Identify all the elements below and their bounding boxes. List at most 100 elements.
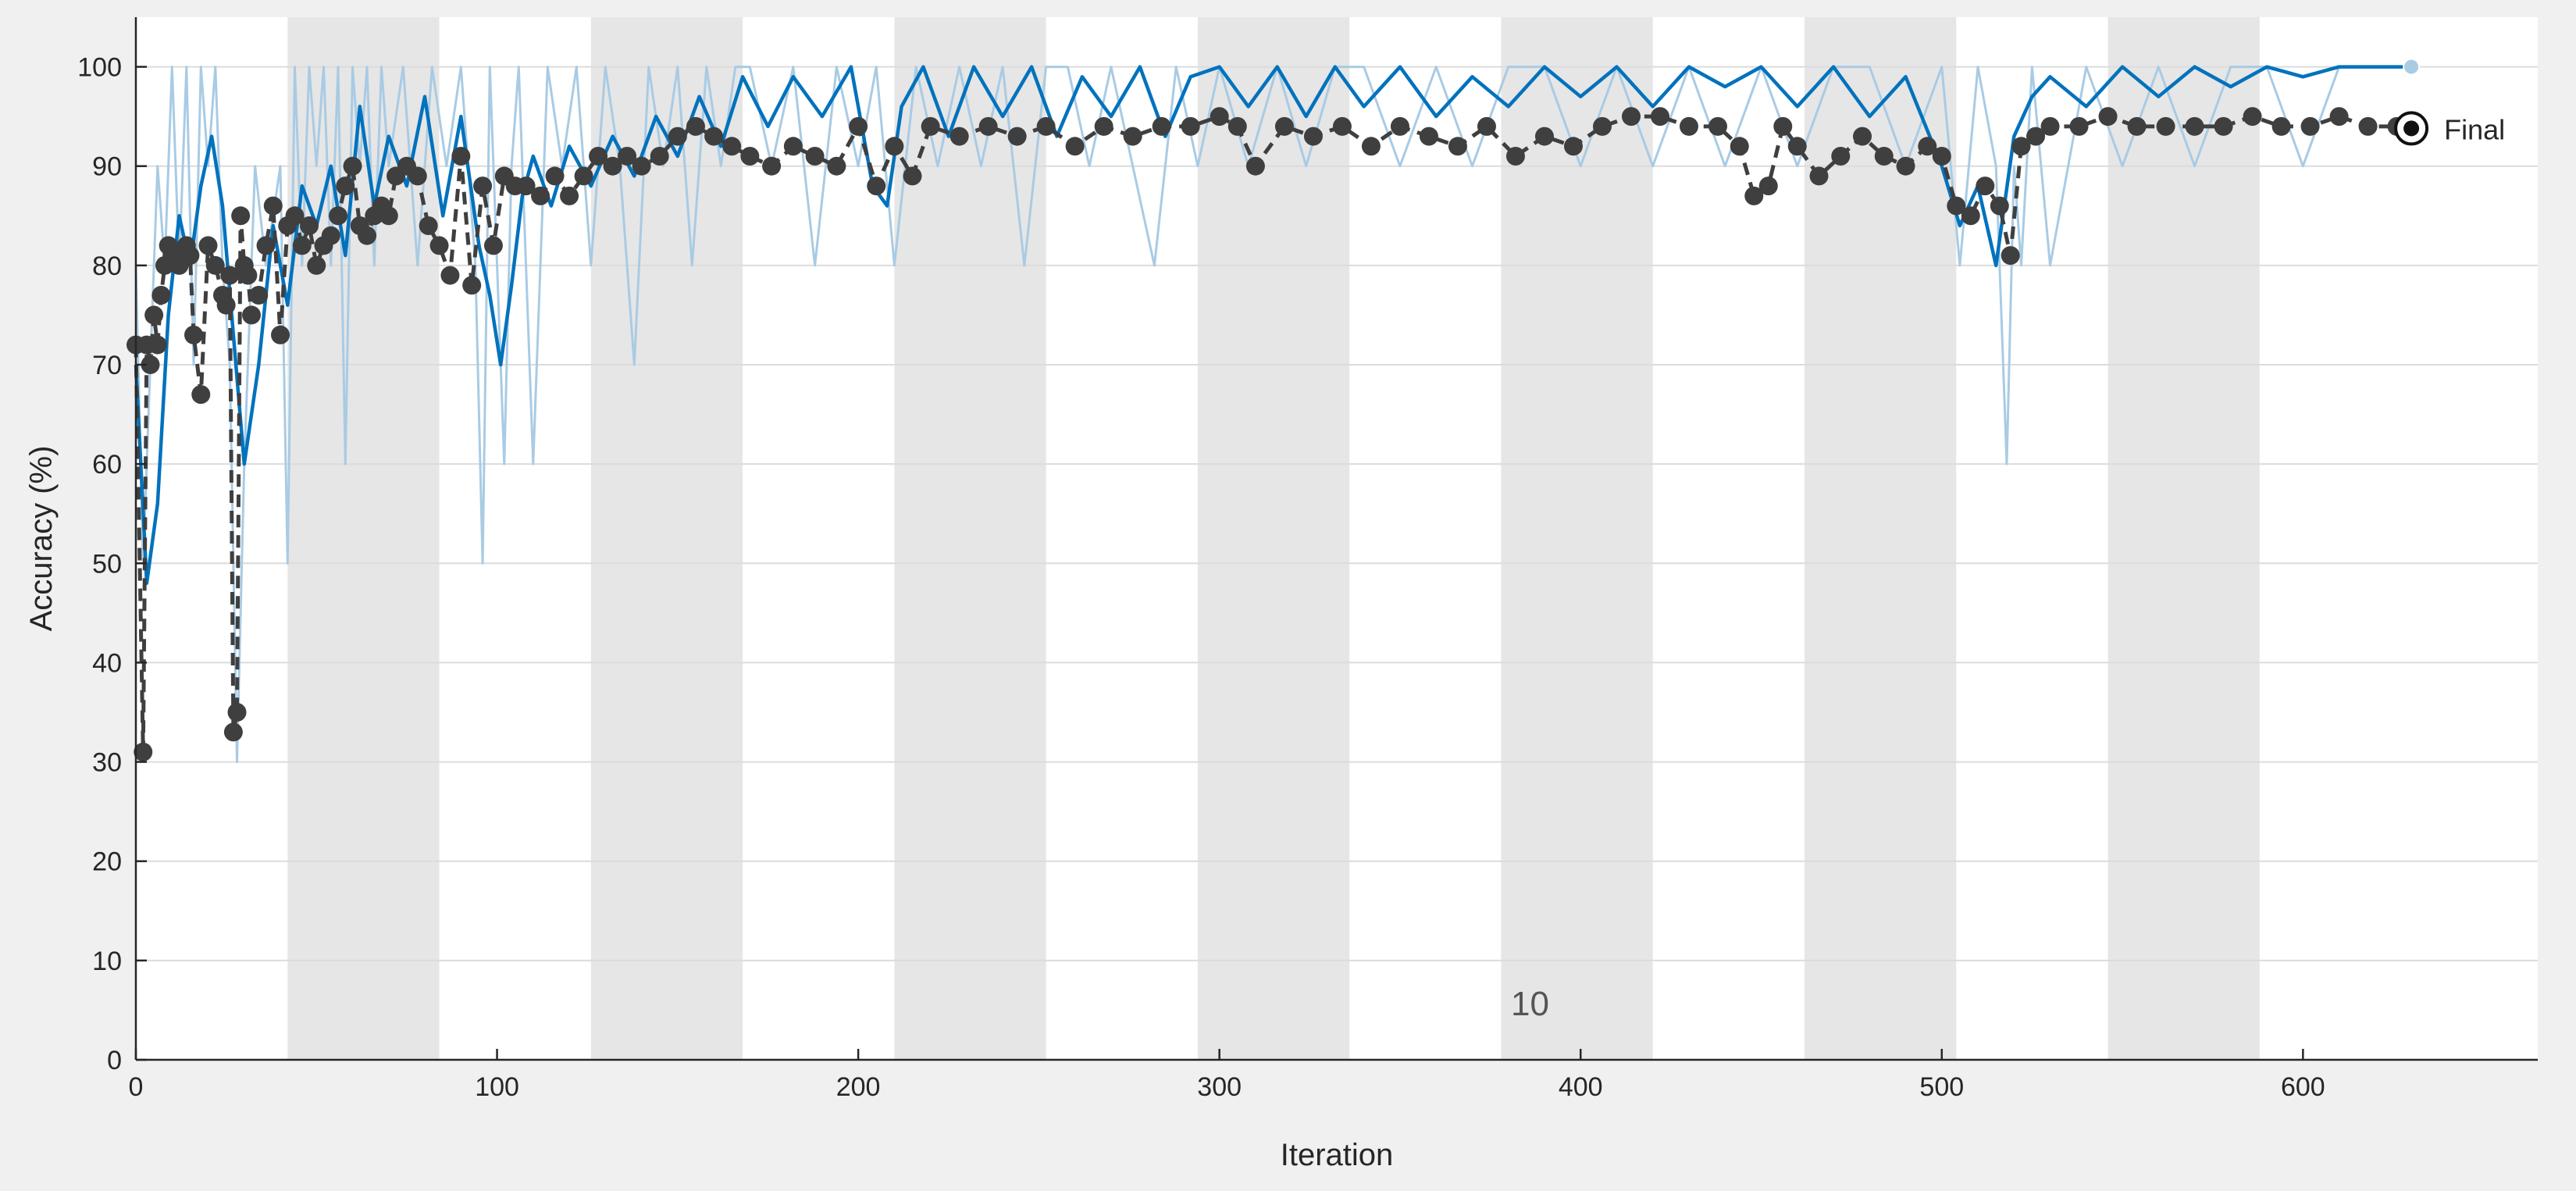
epoch-band <box>590 17 743 1060</box>
y-axis-title: Accuracy (%) <box>24 446 59 632</box>
x-tick-label: 500 <box>1919 1072 1964 1102</box>
validation-point <box>216 295 236 315</box>
validation-point <box>1809 166 1829 186</box>
validation-point <box>1592 116 1612 136</box>
validation-point <box>921 116 940 136</box>
y-tick-label: 10 <box>92 947 122 976</box>
validation-point <box>462 276 482 295</box>
validation-point <box>1563 137 1583 156</box>
validation-point <box>321 226 340 245</box>
validation-point <box>1932 147 1951 166</box>
epoch-number-annotation: 10 <box>1511 985 1549 1023</box>
axes: 0 10 20 30 40 50 60 70 80 90 100 0 100 200 300 400 500 60… <box>24 17 2538 1172</box>
validation-point <box>1874 147 1894 166</box>
validation-point <box>2040 116 2060 136</box>
validation-point <box>1730 137 1749 156</box>
validation-point <box>650 147 669 166</box>
validation-point <box>722 137 742 156</box>
validation-point <box>1534 127 1554 146</box>
validation-point <box>1419 127 1438 146</box>
validation-point <box>184 325 204 344</box>
validation-point <box>1123 127 1142 146</box>
epoch-band <box>287 17 440 1060</box>
y-tick-label: 30 <box>92 748 122 778</box>
final-label: Final <box>2444 113 2505 145</box>
validation-point <box>978 116 998 136</box>
validation-point <box>762 156 782 176</box>
y-tick-label: 100 <box>77 53 122 83</box>
validation-point <box>180 246 200 266</box>
validation-point <box>473 177 493 196</box>
epoch-band <box>894 17 1046 1060</box>
y-tick-label: 90 <box>92 152 122 182</box>
x-tick-label: 600 <box>2281 1072 2325 1102</box>
validation-point <box>574 166 593 186</box>
validation-point <box>618 147 637 166</box>
series-raw-training-accuracy <box>134 66 2412 764</box>
validation-point <box>704 127 724 146</box>
validation-point <box>1505 147 1525 166</box>
x-tick-label: 200 <box>836 1072 881 1102</box>
validation-point <box>148 335 167 355</box>
y-tick-label: 70 <box>92 351 122 380</box>
validation-point <box>1094 116 1113 136</box>
validation-point <box>1303 127 1323 146</box>
validation-point <box>223 722 243 742</box>
validation-point <box>560 186 579 205</box>
validation-point <box>300 216 319 235</box>
validation-point <box>263 196 283 216</box>
validation-point <box>1918 137 1937 156</box>
validation-point <box>256 236 276 255</box>
validation-point <box>2214 116 2233 136</box>
raw-training-line <box>134 66 2412 764</box>
validation-point <box>1181 116 1200 136</box>
validation-point <box>238 266 258 285</box>
annotations: 10 <box>1511 985 1549 1023</box>
validation-point <box>2185 116 2204 136</box>
validation-point <box>198 236 218 255</box>
validation-point <box>1990 196 2009 216</box>
validation-point <box>1853 127 1872 146</box>
validation-point <box>516 177 536 196</box>
validation-point <box>668 127 687 146</box>
validation-point <box>379 206 398 226</box>
validation-point <box>903 166 922 186</box>
validation-point <box>2127 116 2147 136</box>
validation-point <box>849 116 868 136</box>
validation-point <box>1650 107 1669 127</box>
validation-point <box>205 255 225 275</box>
validation-point <box>343 156 362 176</box>
x-tick-label: 100 <box>475 1072 519 1102</box>
epoch-bands <box>287 17 2260 1060</box>
x-axis-title: Iteration <box>1281 1138 1394 1172</box>
validation-point <box>2271 116 2291 136</box>
validation-point <box>1976 177 1995 196</box>
validation-point <box>1065 137 1085 156</box>
validation-point <box>1896 156 1915 176</box>
validation-point <box>1227 116 1247 136</box>
validation-point <box>2329 107 2349 127</box>
validation-point <box>2098 107 2118 127</box>
y-tick-label: 60 <box>92 450 122 480</box>
final-validation-marker-dot <box>2403 120 2420 137</box>
validation-point <box>483 236 503 255</box>
validation-point <box>358 226 377 245</box>
validation-point <box>2358 116 2378 136</box>
validation-point <box>151 286 171 305</box>
validation-point <box>1210 107 1229 127</box>
validation-point <box>2300 116 2320 136</box>
series-validation-accuracy <box>126 107 2421 761</box>
validation-point <box>1773 116 1793 136</box>
validation-point <box>271 325 290 344</box>
validation-point <box>1679 116 1698 136</box>
validation-point <box>419 216 438 235</box>
validation-point <box>867 177 886 196</box>
validation-point <box>191 385 211 405</box>
validation-point <box>1245 156 1265 176</box>
validation-point <box>144 305 164 325</box>
x-tick-label: 300 <box>1197 1072 1242 1102</box>
validation-point <box>1758 177 1778 196</box>
validation-point <box>1007 127 1027 146</box>
validation-point <box>249 286 269 305</box>
validation-point <box>1787 137 1807 156</box>
